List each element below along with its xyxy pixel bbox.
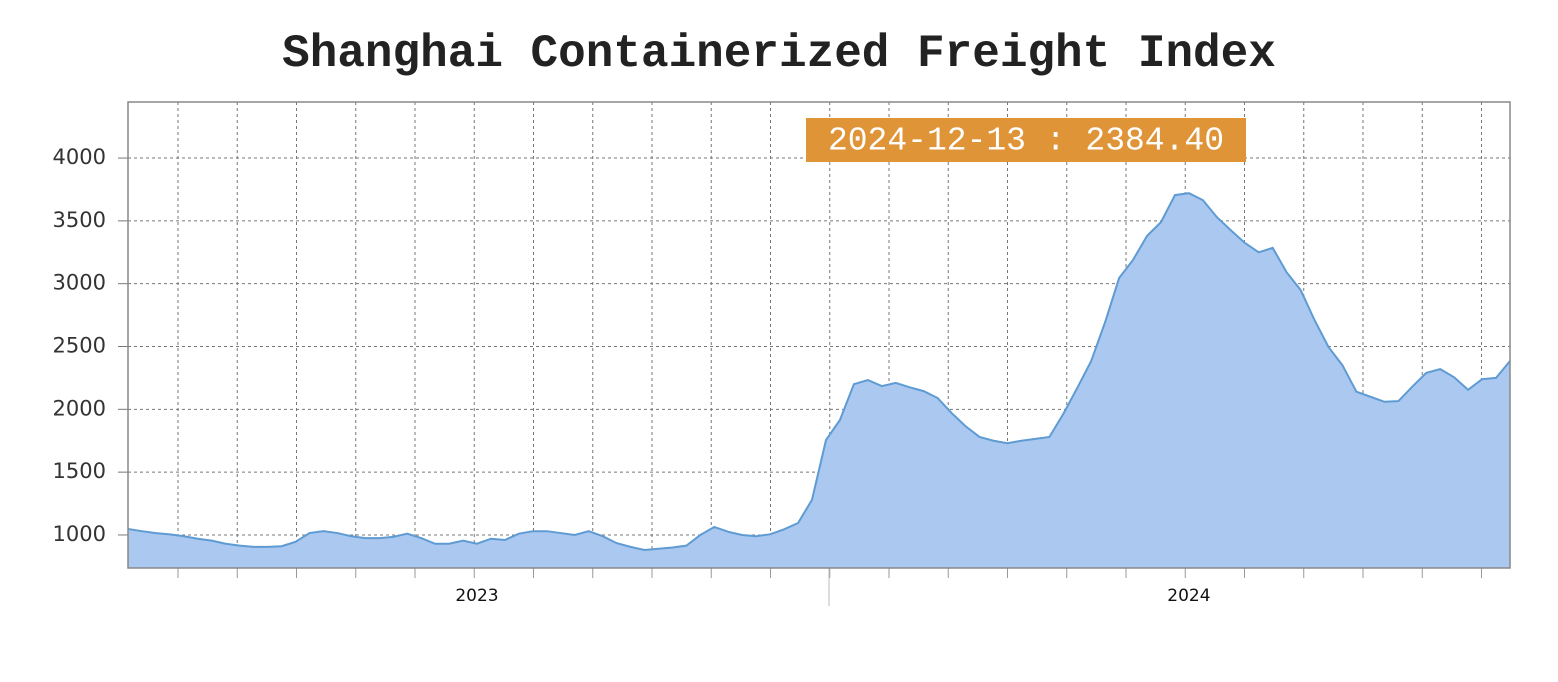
y-tick-label: 2000 bbox=[53, 396, 106, 420]
plot bbox=[127, 192, 1511, 568]
x-tick-label: 2023 bbox=[455, 586, 498, 606]
y-tick-label: 2500 bbox=[53, 333, 106, 357]
plot-frame bbox=[127, 101, 1511, 569]
annotation-box bbox=[806, 118, 1246, 162]
area bbox=[128, 193, 1510, 568]
y-tick-label: 1500 bbox=[53, 459, 106, 483]
line bbox=[127, 192, 1511, 552]
y-tick-label: 3000 bbox=[53, 271, 106, 295]
x-tick-label: 2024 bbox=[1167, 586, 1210, 606]
y-tick-label: 1000 bbox=[53, 522, 106, 546]
annotation: 2024-12-13 : 2384.40 bbox=[828, 123, 1224, 160]
y-tick-label: 4000 bbox=[53, 145, 106, 169]
y-tick-label: 3500 bbox=[53, 208, 106, 232]
chart-title: Shanghai Containerized Freight Index bbox=[282, 28, 1276, 80]
